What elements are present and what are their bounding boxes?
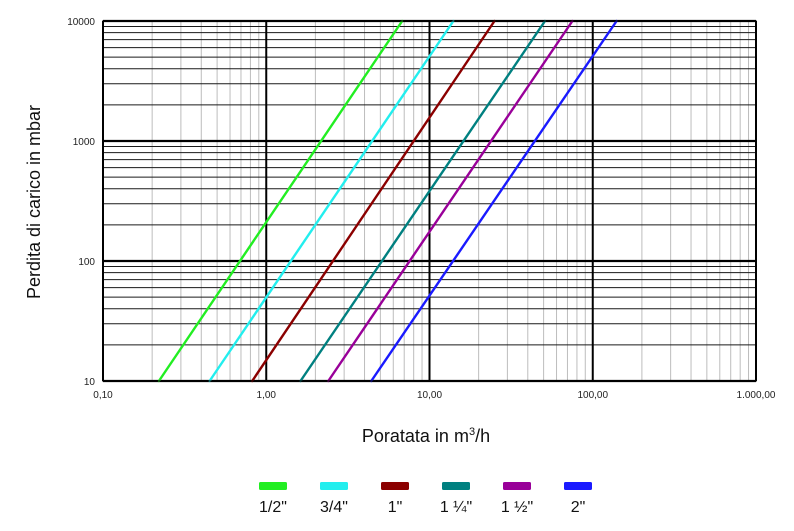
legend-label: 1 ½" <box>501 499 533 516</box>
series-line <box>250 19 496 383</box>
x-axis-title: Poratata in m3/h <box>362 426 490 446</box>
y-tick-label: 100 <box>78 257 95 268</box>
plot-border <box>102 20 757 382</box>
x-axis-title-superscript: 3 <box>469 426 475 438</box>
series-line <box>299 19 547 383</box>
legend-swatch <box>259 482 287 490</box>
legend-swatch <box>320 482 348 490</box>
legend-label: 2" <box>571 499 586 516</box>
x-tick-label: 10,00 <box>417 390 442 401</box>
x-axis-title-main: Poratata in m <box>362 426 469 446</box>
y-tick-label: 10 <box>84 377 96 388</box>
y-tick-label: 1000 <box>73 137 96 148</box>
y-tick-label: 10000 <box>67 17 95 28</box>
legend-swatch <box>442 482 470 490</box>
x-tick-label: 0,10 <box>93 390 113 401</box>
x-tick-label: 1.000,00 <box>737 390 776 401</box>
legend-label: 3/4" <box>320 499 348 516</box>
x-tick-label: 1,00 <box>257 390 277 401</box>
x-tick-label: 100,00 <box>577 390 608 401</box>
series-line <box>157 19 404 383</box>
legend-swatch <box>564 482 592 490</box>
series-line <box>327 19 574 383</box>
legend-label: 1 ¼" <box>440 499 472 516</box>
series-line <box>208 19 455 383</box>
series-line <box>370 19 618 383</box>
legend-label: 1" <box>388 499 403 516</box>
legend-swatch <box>381 482 409 490</box>
legend-label: 1/2" <box>259 499 287 516</box>
y-tick-labels: 10 100 1000 10000 <box>67 17 95 388</box>
x-axis-title-tail: /h <box>475 426 490 446</box>
x-tick-labels: 0,10 1,00 10,00 100,00 1.000,00 <box>93 390 776 401</box>
legend-swatch <box>503 482 531 490</box>
legend: 1/2" 3/4" 1" 1 ¼" 1 ½" 2" <box>259 482 592 516</box>
y-axis-title: Perdita di carico in mbar <box>24 105 44 299</box>
series-layer <box>157 19 618 383</box>
